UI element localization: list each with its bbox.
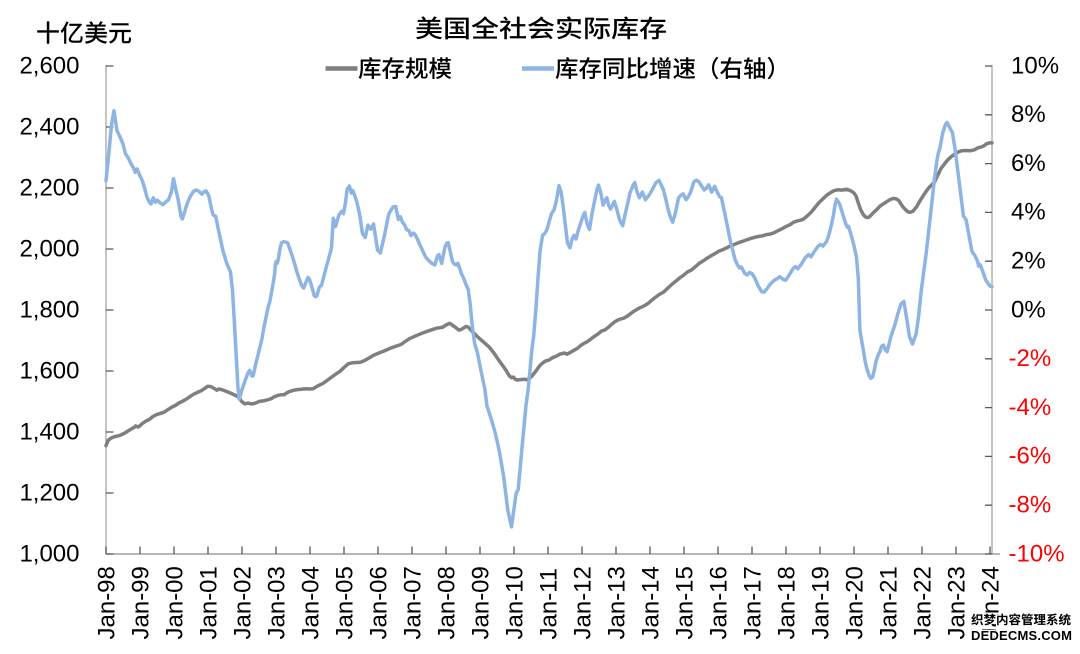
svg-text:Jan-18: Jan-18 — [774, 566, 801, 639]
svg-text:1,000: 1,000 — [19, 540, 79, 567]
svg-text:Jan-20: Jan-20 — [842, 566, 869, 639]
svg-text:Jan-12: Jan-12 — [570, 566, 597, 639]
svg-text:Jan-06: Jan-06 — [366, 566, 393, 639]
svg-text:Jan-08: Jan-08 — [434, 566, 461, 639]
svg-text:2,200: 2,200 — [19, 174, 79, 201]
svg-text:Jan-04: Jan-04 — [298, 566, 325, 639]
svg-text:Jan-15: Jan-15 — [672, 566, 699, 639]
svg-text:Jan-24: Jan-24 — [978, 566, 1005, 639]
svg-text:2,400: 2,400 — [19, 113, 79, 140]
svg-text:Jan-09: Jan-09 — [468, 566, 495, 639]
svg-text:1,400: 1,400 — [19, 418, 79, 445]
svg-text:-4%: -4% — [1009, 394, 1052, 421]
svg-text:1,800: 1,800 — [19, 296, 79, 323]
svg-text:Jan-10: Jan-10 — [502, 566, 529, 639]
svg-text:2,600: 2,600 — [19, 52, 79, 79]
svg-text:Jan-22: Jan-22 — [910, 566, 937, 639]
svg-text:Jan-99: Jan-99 — [128, 566, 155, 639]
svg-text:4%: 4% — [1011, 199, 1046, 226]
svg-text:6%: 6% — [1011, 150, 1046, 177]
svg-text:1,600: 1,600 — [19, 357, 79, 384]
svg-text:Jan-00: Jan-00 — [162, 566, 189, 639]
svg-text:-2%: -2% — [1009, 345, 1052, 372]
svg-text:Jan-17: Jan-17 — [740, 566, 767, 639]
svg-text:Jan-01: Jan-01 — [196, 566, 223, 639]
svg-text:-6%: -6% — [1009, 443, 1052, 470]
svg-text:Jan-23: Jan-23 — [944, 566, 971, 639]
svg-text:DEDECMS.COM: DEDECMS.COM — [971, 628, 1072, 643]
svg-text:Jan-98: Jan-98 — [94, 566, 121, 639]
svg-text:2%: 2% — [1011, 248, 1046, 275]
svg-text:Jan-07: Jan-07 — [400, 566, 427, 639]
svg-text:Jan-11: Jan-11 — [536, 568, 563, 640]
svg-text:-8%: -8% — [1009, 492, 1052, 519]
svg-text:Jan-02: Jan-02 — [230, 566, 257, 639]
svg-text:10%: 10% — [1011, 52, 1059, 79]
svg-text:2,000: 2,000 — [19, 235, 79, 262]
svg-text:Jan-05: Jan-05 — [332, 566, 359, 639]
svg-text:Jan-13: Jan-13 — [604, 566, 631, 639]
svg-text:-10%: -10% — [1009, 540, 1065, 567]
svg-text:Jan-03: Jan-03 — [264, 566, 291, 639]
svg-text:Jan-16: Jan-16 — [706, 566, 733, 639]
svg-text:0%: 0% — [1011, 296, 1046, 323]
svg-text:Jan-21: Jan-21 — [876, 566, 903, 639]
svg-text:Jan-19: Jan-19 — [808, 566, 835, 639]
svg-text:8%: 8% — [1011, 101, 1046, 128]
svg-text:Jan-14: Jan-14 — [638, 566, 665, 639]
svg-text:1,200: 1,200 — [19, 479, 79, 506]
